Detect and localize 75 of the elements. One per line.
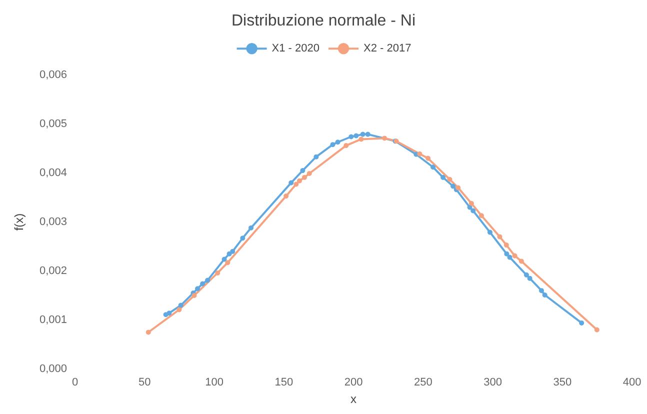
point (440, 174, 446, 180)
point (354, 133, 359, 138)
point (314, 154, 319, 160)
point (222, 256, 227, 262)
y-tick-label: 0,001 (39, 314, 67, 326)
point (594, 327, 600, 332)
x-tick-label: 350 (553, 376, 572, 388)
point (195, 286, 200, 292)
point (205, 278, 210, 283)
point (470, 208, 476, 214)
point (450, 184, 456, 189)
x-tick-label: 250 (414, 376, 432, 388)
point (306, 170, 312, 176)
point (192, 293, 197, 298)
point (447, 176, 452, 182)
point (512, 253, 518, 258)
point (487, 230, 492, 235)
point (215, 270, 220, 276)
y-tick-label: 0,004 (39, 167, 67, 179)
x-tick-label: 100 (205, 376, 224, 388)
point (468, 200, 474, 206)
point (518, 258, 524, 264)
point (176, 307, 182, 312)
point (348, 134, 354, 140)
point (527, 276, 532, 281)
point (360, 132, 366, 137)
point (365, 132, 370, 137)
point (288, 180, 294, 186)
y-axis-title: f(x) (12, 213, 26, 231)
point (294, 182, 299, 187)
point (230, 248, 236, 254)
point (200, 281, 206, 286)
point (178, 302, 184, 308)
x-tick-label: 200 (344, 376, 363, 388)
point (248, 225, 254, 230)
point (335, 140, 340, 145)
y-tick-label: 0,005 (39, 118, 67, 130)
point (344, 143, 349, 148)
point (497, 234, 502, 240)
point (430, 164, 436, 170)
x-tick-label: 400 (622, 376, 642, 388)
point (417, 151, 422, 156)
point (524, 272, 529, 278)
point (478, 213, 484, 218)
point (302, 174, 307, 180)
point (358, 136, 364, 142)
x-axis-title: x (350, 392, 356, 406)
legend-label: X1 - 2020 (272, 42, 320, 55)
point (296, 178, 302, 184)
point (240, 236, 246, 241)
y-tick-label: 0,002 (39, 265, 67, 277)
point (504, 242, 509, 248)
x-tick-label: 150 (274, 376, 294, 388)
point (382, 136, 388, 141)
point (507, 254, 512, 260)
y-tick-label: 0,000 (39, 363, 67, 375)
point (542, 292, 548, 298)
point (330, 142, 336, 148)
point (225, 260, 230, 266)
point (284, 194, 289, 199)
y-tick-label: 0,006 (39, 69, 67, 81)
point (426, 156, 430, 161)
point (166, 310, 172, 316)
point (504, 251, 510, 256)
legend-label: X2 - 2017 (364, 42, 412, 55)
x-tick-label: 50 (138, 376, 151, 388)
point (300, 168, 306, 174)
point (579, 320, 584, 326)
point (538, 288, 544, 294)
x-tick-label: 300 (484, 376, 502, 388)
y-tick-label: 0,003 (39, 216, 67, 228)
chart-title: Distribuzione normale - Ni (231, 12, 416, 30)
point (146, 330, 151, 335)
x-tick-label: 0 (72, 376, 78, 388)
point (226, 251, 232, 256)
